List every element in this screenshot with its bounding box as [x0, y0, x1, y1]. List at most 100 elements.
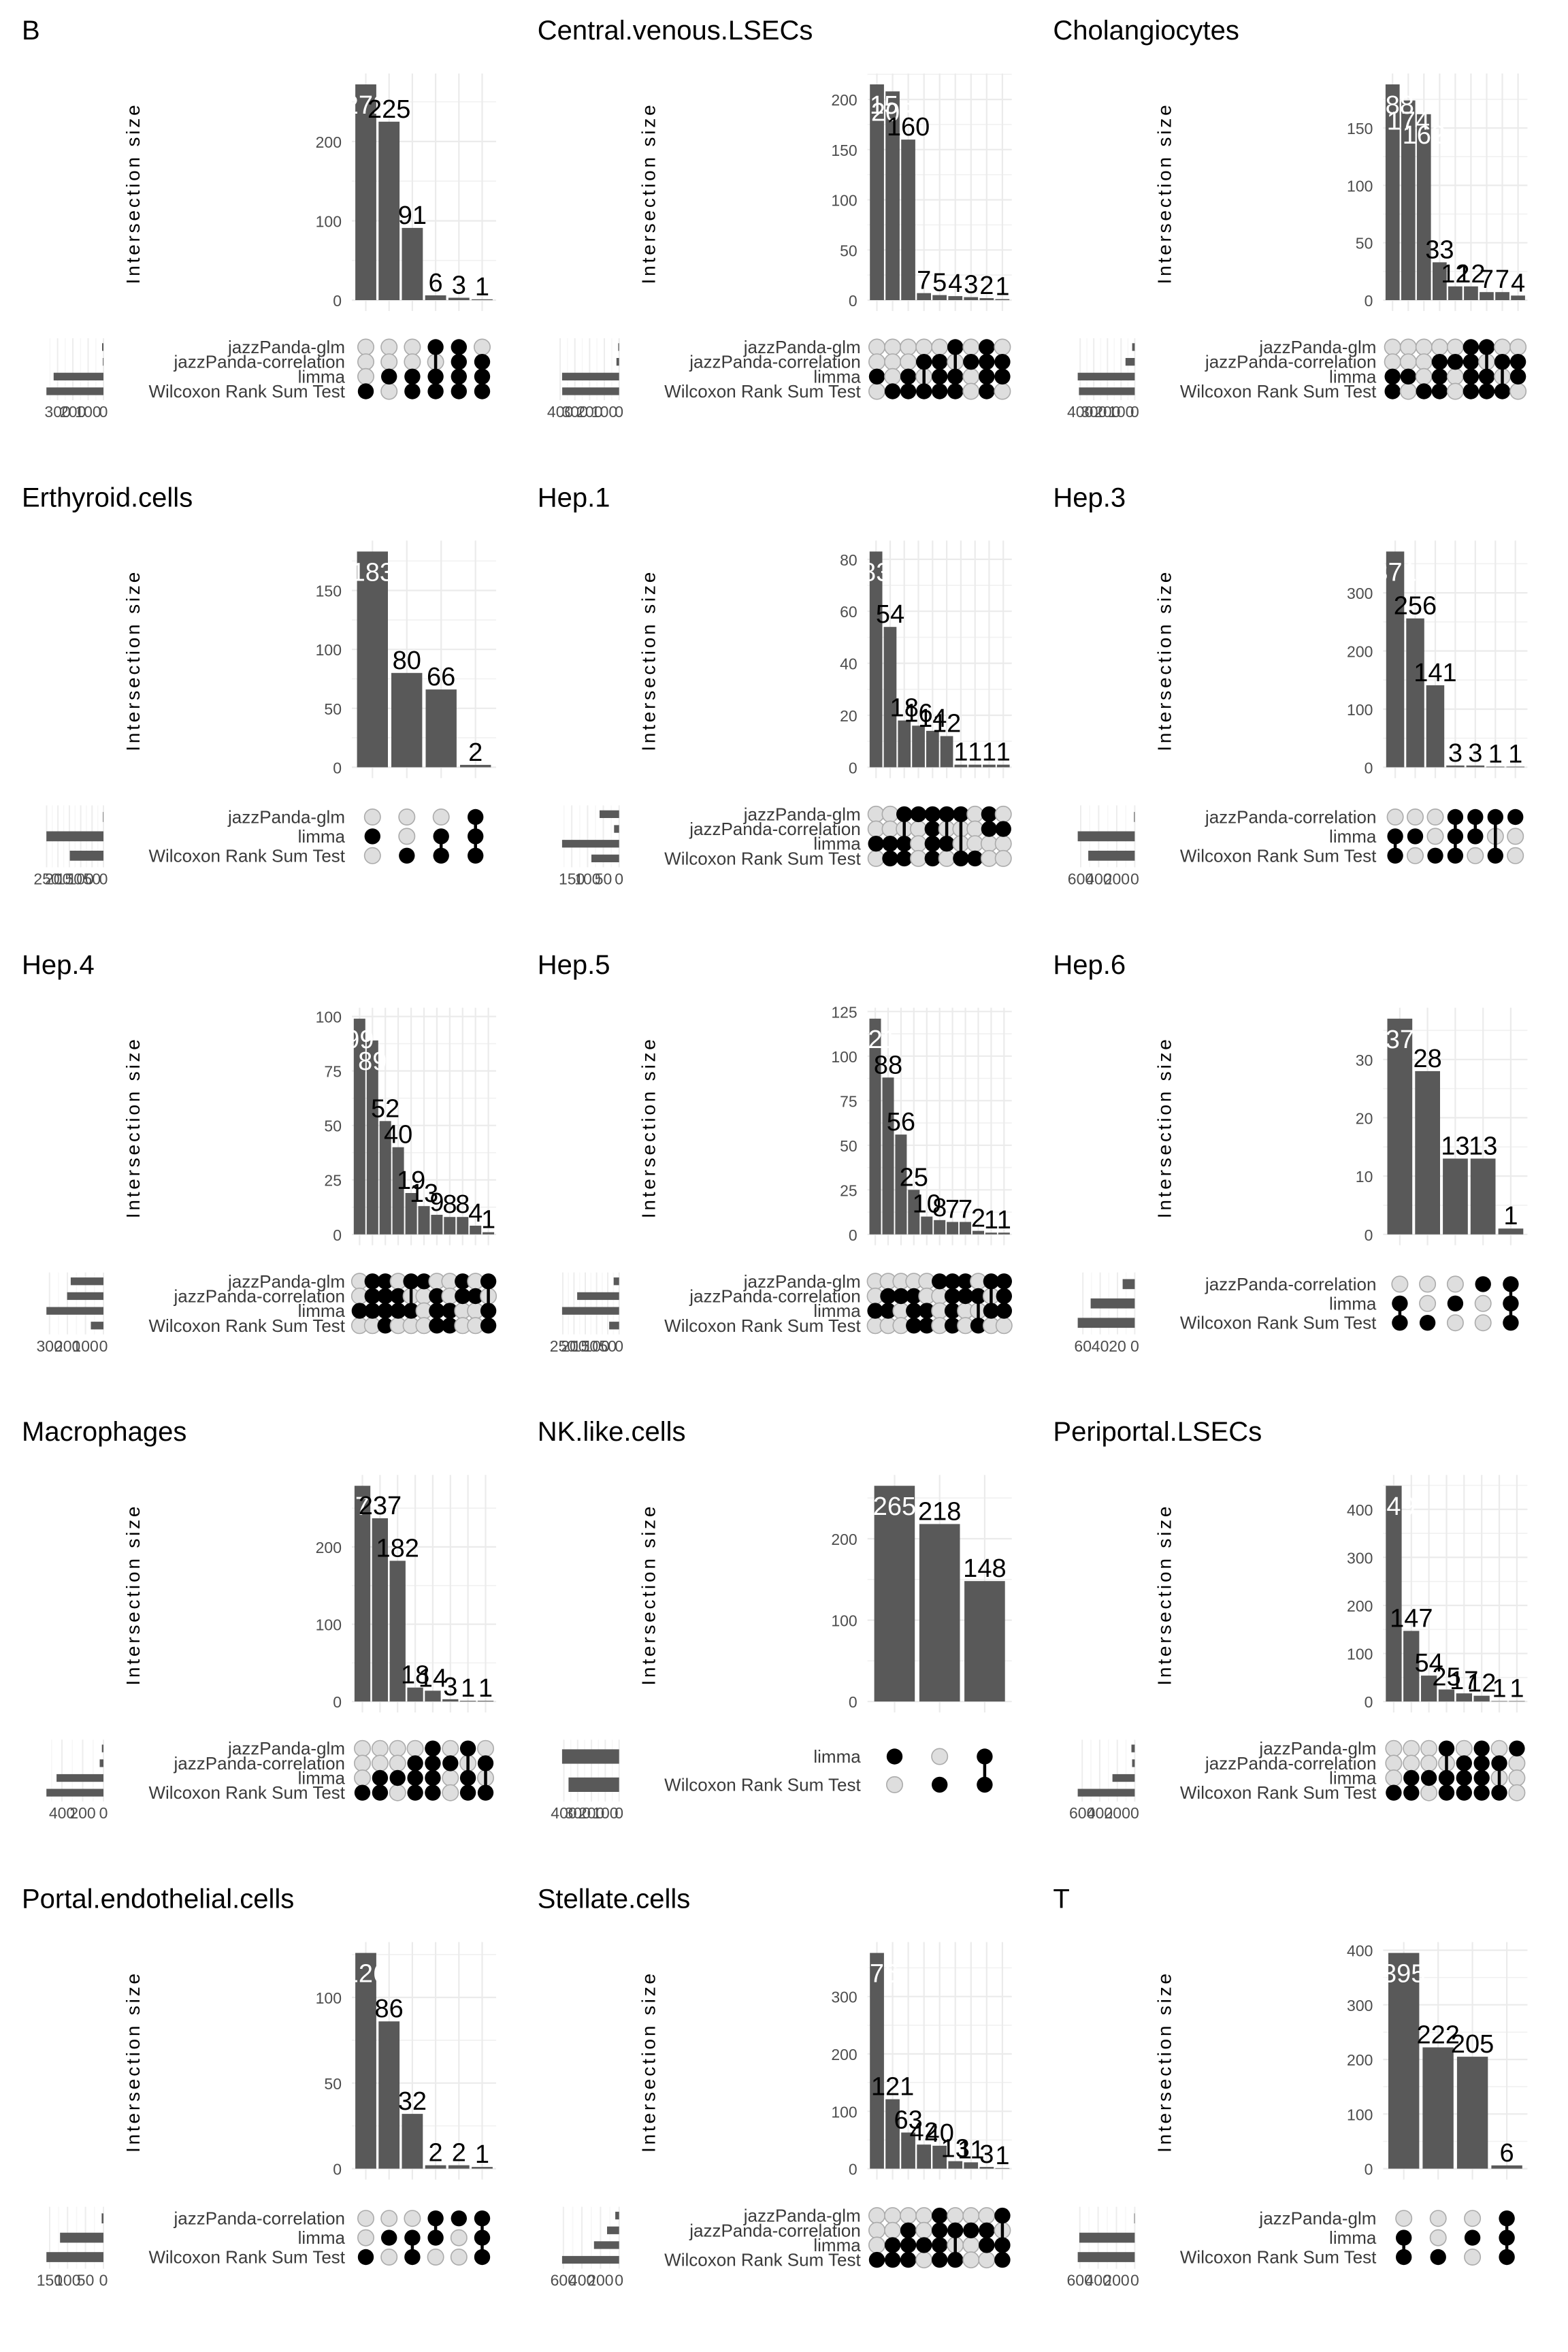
- svg-text:Intersection size: Intersection size: [638, 1036, 659, 1218]
- svg-text:jazzPanda-correlation: jazzPanda-correlation: [1205, 352, 1376, 372]
- svg-text:7: 7: [1480, 265, 1494, 294]
- svg-text:1: 1: [984, 1206, 998, 1235]
- svg-text:75: 75: [840, 1092, 858, 1110]
- svg-text:0: 0: [615, 1804, 623, 1822]
- svg-text:6: 6: [1500, 2139, 1514, 2168]
- svg-text:183: 183: [351, 558, 394, 587]
- svg-text:0: 0: [99, 403, 108, 421]
- svg-text:300: 300: [1347, 1997, 1373, 2014]
- svg-text:0: 0: [1365, 292, 1373, 310]
- svg-text:12: 12: [1441, 260, 1469, 289]
- svg-text:0: 0: [615, 870, 623, 887]
- svg-text:18: 18: [401, 1661, 429, 1690]
- svg-text:80: 80: [840, 551, 858, 569]
- svg-text:25: 25: [1432, 1663, 1460, 1692]
- svg-text:100: 100: [574, 870, 600, 887]
- svg-text:16: 16: [904, 699, 932, 728]
- svg-text:1: 1: [996, 738, 1011, 767]
- svg-text:Wilcoxon Rank Sum Test: Wilcoxon Rank Sum Test: [148, 1316, 345, 1336]
- svg-text:jazzPanda-glm: jazzPanda-glm: [227, 807, 345, 828]
- svg-text:10: 10: [913, 1190, 941, 1219]
- svg-text:8: 8: [455, 1190, 470, 1219]
- svg-text:40: 40: [384, 1121, 412, 1149]
- svg-text:200: 200: [1105, 1804, 1130, 1822]
- svg-text:0: 0: [1130, 1804, 1139, 1822]
- svg-text:400: 400: [569, 2272, 595, 2289]
- svg-text:Portal.endothelial.cells: Portal.endothelial.cells: [22, 1884, 294, 1914]
- svg-text:19: 19: [397, 1166, 425, 1195]
- svg-text:125: 125: [831, 1003, 857, 1021]
- svg-text:0: 0: [849, 1226, 858, 1244]
- svg-text:32: 32: [398, 2087, 427, 2116]
- svg-text:jazzPanda-glm: jazzPanda-glm: [227, 337, 345, 357]
- svg-text:Macrophages: Macrophages: [22, 1417, 186, 1447]
- svg-text:225: 225: [368, 95, 410, 124]
- svg-text:200: 200: [576, 403, 602, 421]
- svg-text:0: 0: [849, 1693, 858, 1711]
- svg-text:Wilcoxon Rank Sum Test: Wilcoxon Rank Sum Test: [1180, 1782, 1377, 1803]
- svg-text:1: 1: [461, 1674, 475, 1703]
- svg-text:126: 126: [344, 1960, 387, 1989]
- svg-text:14: 14: [419, 1664, 447, 1693]
- svg-text:Intersection size: Intersection size: [122, 1036, 144, 1218]
- svg-text:Erthyroid.cells: Erthyroid.cells: [22, 483, 193, 512]
- svg-text:0: 0: [1130, 870, 1139, 887]
- svg-text:160: 160: [887, 113, 930, 142]
- svg-text:200: 200: [1103, 2272, 1129, 2289]
- svg-text:0: 0: [849, 2161, 858, 2178]
- svg-text:Wilcoxon Rank Sum Test: Wilcoxon Rank Sum Test: [1180, 2247, 1377, 2268]
- svg-text:jazzPanda-correlation: jazzPanda-correlation: [1205, 1274, 1376, 1294]
- svg-text:limma: limma: [298, 826, 346, 847]
- svg-text:Intersection size: Intersection size: [638, 570, 659, 751]
- svg-text:jazzPanda-glm: jazzPanda-glm: [1258, 2208, 1376, 2229]
- svg-text:200: 200: [45, 870, 71, 887]
- svg-text:limma: limma: [1329, 366, 1377, 387]
- svg-text:100: 100: [1347, 177, 1373, 195]
- svg-text:13: 13: [1441, 1132, 1469, 1160]
- svg-text:400: 400: [1085, 2272, 1111, 2289]
- svg-text:13: 13: [410, 1179, 438, 1208]
- svg-text:200: 200: [831, 2046, 857, 2063]
- svg-text:250: 250: [33, 870, 59, 887]
- svg-text:50: 50: [595, 870, 612, 887]
- svg-text:Hep.3: Hep.3: [1053, 483, 1126, 512]
- svg-text:449: 449: [1372, 1492, 1415, 1521]
- svg-text:121: 121: [871, 2073, 914, 2102]
- svg-text:200: 200: [578, 1804, 604, 1822]
- svg-text:148: 148: [963, 1554, 1006, 1583]
- svg-text:100: 100: [67, 870, 93, 887]
- svg-text:25: 25: [900, 1163, 928, 1192]
- svg-text:150: 150: [559, 870, 585, 887]
- svg-text:121: 121: [853, 1026, 896, 1054]
- svg-text:3: 3: [1468, 739, 1482, 768]
- svg-text:1: 1: [953, 738, 968, 767]
- svg-text:25: 25: [840, 1181, 858, 1199]
- svg-text:12: 12: [1467, 1669, 1496, 1698]
- svg-text:200: 200: [316, 133, 342, 151]
- svg-text:218: 218: [918, 1497, 961, 1526]
- svg-text:6: 6: [429, 269, 443, 297]
- svg-text:1: 1: [1503, 1202, 1518, 1230]
- svg-text:Wilcoxon Rank Sum Test: Wilcoxon Rank Sum Test: [148, 845, 345, 866]
- svg-text:3: 3: [979, 2140, 994, 2169]
- svg-text:jazzPanda-correlation: jazzPanda-correlation: [1205, 807, 1376, 828]
- svg-text:11: 11: [958, 2136, 984, 2164]
- svg-text:limma: limma: [298, 1768, 346, 1788]
- svg-text:200: 200: [1094, 403, 1120, 421]
- svg-text:Wilcoxon Rank Sum Test: Wilcoxon Rank Sum Test: [1180, 381, 1377, 402]
- svg-text:200: 200: [316, 1539, 342, 1556]
- svg-text:Wilcoxon Rank Sum Test: Wilcoxon Rank Sum Test: [664, 2250, 861, 2270]
- svg-text:162: 162: [1403, 121, 1446, 150]
- svg-text:75: 75: [324, 1063, 342, 1081]
- svg-text:150: 150: [56, 870, 82, 887]
- svg-text:4: 4: [468, 1199, 483, 1228]
- svg-text:279: 279: [341, 1492, 384, 1521]
- svg-text:200: 200: [1347, 1597, 1373, 1615]
- svg-text:17: 17: [1450, 1667, 1478, 1695]
- svg-text:300: 300: [37, 1337, 63, 1355]
- svg-text:jazzPanda-correlation: jazzPanda-correlation: [689, 1286, 860, 1307]
- svg-text:400: 400: [1067, 403, 1093, 421]
- svg-text:Hep.1: Hep.1: [538, 483, 610, 512]
- svg-text:Intersection size: Intersection size: [122, 1504, 144, 1686]
- svg-text:371: 371: [1373, 558, 1416, 587]
